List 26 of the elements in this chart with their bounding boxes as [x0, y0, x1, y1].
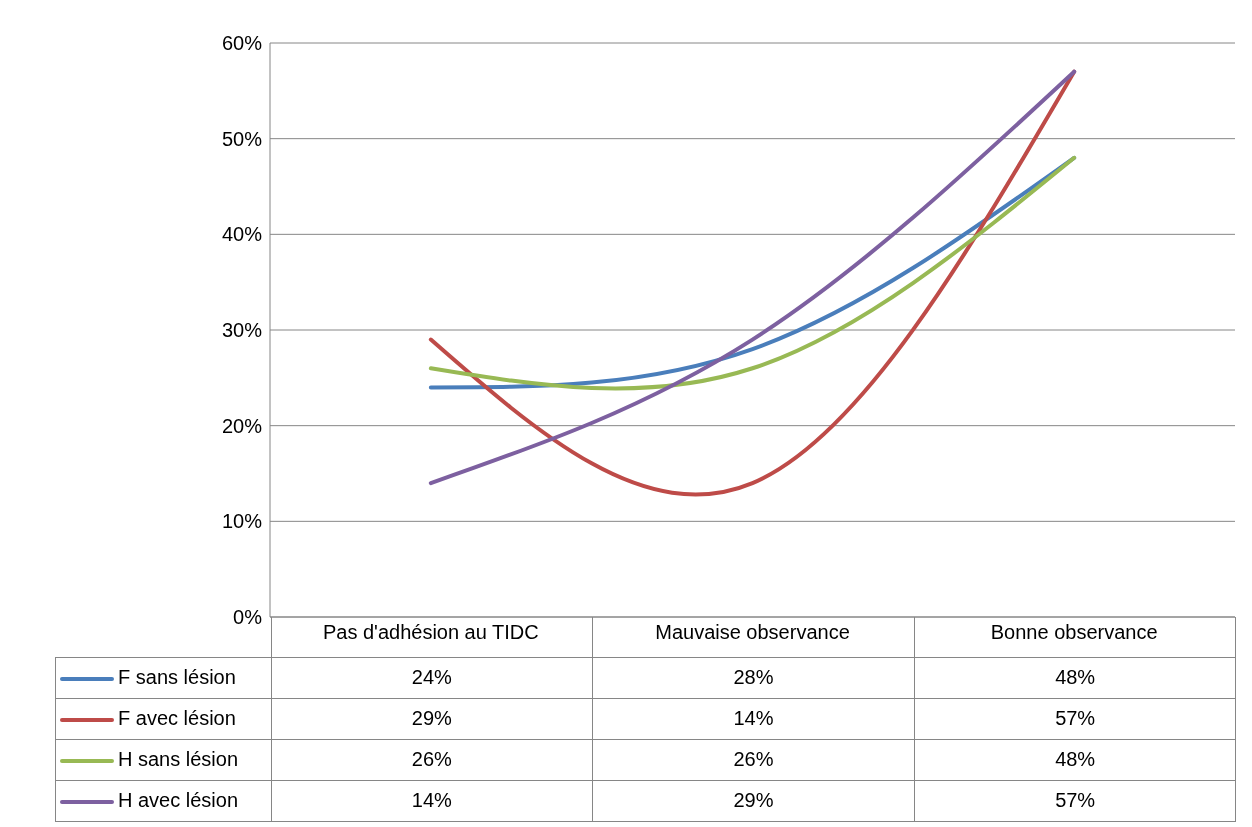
data-label: 14% [271, 780, 593, 821]
data-label: 24% [271, 657, 593, 698]
data-label: 29% [271, 698, 593, 739]
y-tick-label: 0% [233, 606, 263, 629]
data-label: 14% [592, 698, 915, 739]
legend-label: H avec lésion [118, 789, 239, 811]
data-label: 26% [271, 739, 593, 780]
legend-label: F avec lésion [118, 707, 236, 729]
data-label: 57% [914, 698, 1236, 739]
data-label: 48% [914, 739, 1236, 780]
data-label: 48% [914, 657, 1236, 698]
data-label: 28% [592, 657, 915, 698]
y-tick-label: 30% [221, 319, 263, 342]
legend-label: H sans lésion [118, 748, 239, 770]
x-tick-label: Mauvaise observance [655, 621, 850, 644]
data-label: 29% [592, 780, 915, 821]
y-tick-label: 20% [221, 414, 263, 437]
data-label: 57% [914, 780, 1236, 821]
y-tick-label: 50% [221, 127, 263, 150]
y-tick-label: 10% [221, 510, 263, 533]
data-label: 26% [592, 739, 915, 780]
y-tick-label: 40% [221, 223, 263, 246]
y-tick-label: 60% [221, 32, 263, 55]
x-tick-label: Pas d'adhésion au TIDC [322, 621, 539, 644]
x-tick-label: Bonne observance [990, 621, 1158, 644]
legend-label: F sans lésion [118, 666, 236, 688]
